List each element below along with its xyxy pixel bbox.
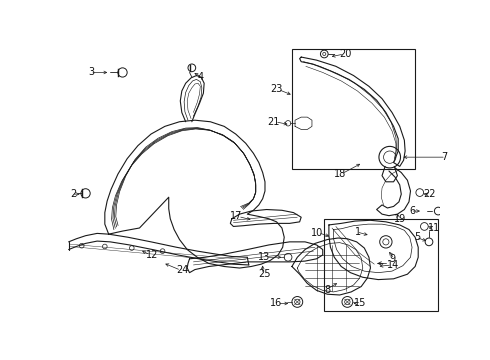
Text: 24: 24: [176, 265, 189, 275]
Text: 23: 23: [270, 84, 283, 94]
Text: 13: 13: [258, 252, 270, 262]
Text: 17: 17: [230, 211, 243, 221]
Text: 10: 10: [311, 228, 323, 238]
Text: 20: 20: [340, 49, 352, 59]
Text: 11: 11: [428, 223, 441, 233]
Text: 22: 22: [423, 189, 435, 199]
Text: 18: 18: [334, 169, 346, 179]
Text: 21: 21: [267, 117, 280, 127]
Text: 4: 4: [197, 72, 203, 82]
Text: 15: 15: [354, 298, 366, 309]
Text: 6: 6: [409, 206, 415, 216]
Text: 2: 2: [70, 189, 76, 199]
Text: 25: 25: [258, 269, 270, 279]
Text: 5: 5: [414, 232, 420, 242]
Text: 16: 16: [270, 298, 282, 309]
Text: 14: 14: [388, 260, 400, 270]
Text: 1: 1: [355, 227, 361, 237]
Text: 9: 9: [390, 254, 396, 264]
Text: 8: 8: [324, 285, 330, 294]
Text: 12: 12: [146, 250, 158, 260]
Text: 7: 7: [441, 152, 447, 162]
Text: 3: 3: [89, 67, 95, 77]
Text: 19: 19: [393, 214, 406, 224]
